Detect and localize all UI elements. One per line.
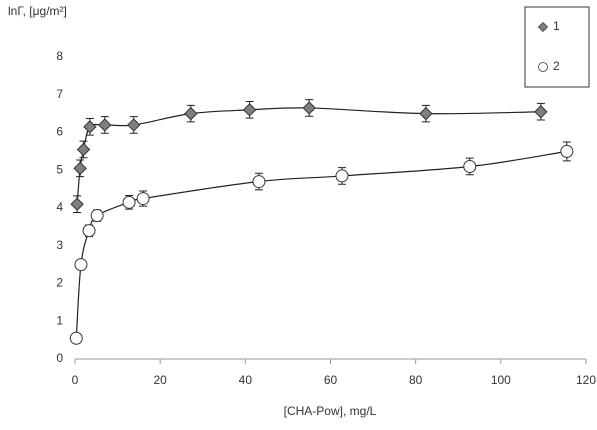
legend-box (524, 6, 590, 88)
legend-marker (538, 62, 548, 72)
data-point (335, 169, 349, 183)
x-tick-label: 60 (324, 373, 338, 387)
data-point (82, 224, 96, 238)
trend-line (76, 107, 541, 205)
data-point (76, 142, 91, 157)
data-point (463, 159, 477, 173)
y-tick-label: 5 (56, 162, 63, 176)
x-axis-label: [CHA-Pow], mg/L (284, 404, 377, 418)
data-point (70, 197, 84, 211)
trend-line (75, 150, 567, 339)
y-tick-label: 0 (56, 351, 63, 365)
data-point (560, 144, 574, 158)
data-point (302, 101, 316, 115)
y-tick-label: 8 (56, 49, 63, 63)
data-point (73, 161, 87, 176)
data-point (184, 106, 198, 121)
data-point (83, 120, 97, 134)
y-tick-label: 3 (56, 238, 63, 252)
y-tick-label: 2 (56, 276, 63, 290)
legend-label: 2 (553, 59, 560, 73)
y-tick-label: 7 (56, 87, 63, 101)
data-point (419, 106, 433, 121)
y-tick-label: 6 (56, 125, 63, 139)
x-tick-label: 0 (72, 373, 79, 387)
data-point (74, 258, 88, 272)
data-point (242, 103, 257, 117)
legend-marker (537, 21, 549, 33)
x-tick-label: 120 (576, 373, 596, 387)
x-tick-label: 100 (491, 373, 511, 387)
data-point (534, 105, 548, 119)
y-tick-label: 1 (56, 313, 63, 327)
data-point (252, 175, 266, 189)
data-point (98, 118, 112, 132)
data-point (122, 195, 136, 209)
x-tick-label: 20 (153, 373, 167, 387)
x-tick-label: 80 (409, 373, 423, 387)
data-point (90, 209, 104, 223)
data-point (127, 118, 141, 132)
data-point (136, 192, 150, 206)
data-point (69, 331, 83, 345)
x-tick-label: 40 (239, 373, 253, 387)
y-tick-label: 4 (56, 200, 63, 214)
y-axis-label: lnΓ, [μg/m²] (8, 4, 67, 18)
legend-label: 1 (553, 19, 560, 33)
